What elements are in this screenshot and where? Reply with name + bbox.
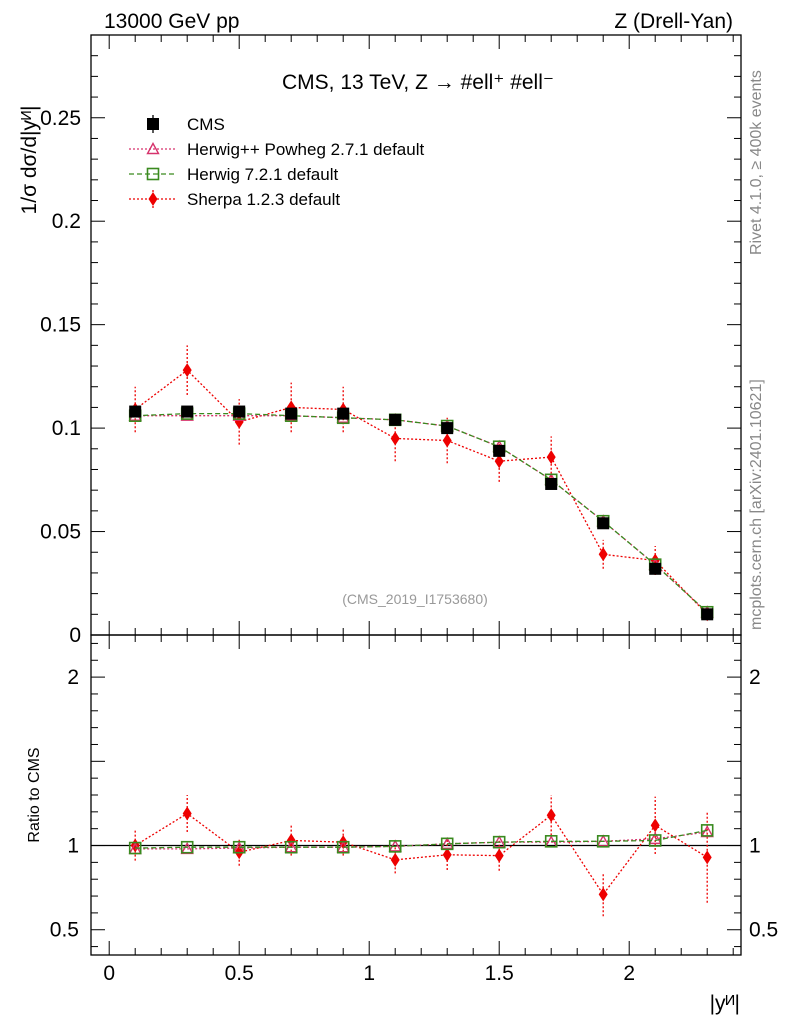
point-sherpa-1-2-3-default <box>598 547 608 562</box>
ratio-point-sherpa-1-2-3-default <box>598 887 608 902</box>
ratio-point-herwig-7-2-1-default <box>492 835 506 849</box>
ratio-point-herwig-powheg-2-7-1-default <box>648 831 662 844</box>
ratio-point-sherpa-1-2-3-default <box>546 808 556 823</box>
legend: CMS Herwig++ Powheg 2.7.1 default Herwig 7… <box>129 115 424 209</box>
ratio-point-herwig-7-2-1-default <box>700 824 714 837</box>
y-tick-label: 0.2 <box>52 210 81 233</box>
ratio-tick-label: 1 <box>67 835 79 858</box>
x-axis-label: |yᴻ| <box>710 992 740 1015</box>
x-tick-label: 1 <box>363 962 375 985</box>
legend-label-herwig-powheg-2-7-1-default: Herwig++ Powheg 2.7.1 default <box>187 140 424 159</box>
point-sherpa-1-2-3-default <box>182 363 192 378</box>
legend-marker-herwig-powheg-2-7-1-default <box>146 142 160 155</box>
ratio-point-herwig-7-2-1-default <box>648 834 662 847</box>
x-tick-label: 0.5 <box>225 962 254 985</box>
point-cms <box>545 477 558 490</box>
chart-title: CMS, 13 TeV, Z → #ell⁺ #ell⁻ <box>282 71 554 94</box>
point-cms <box>389 413 402 426</box>
ratio-tick-label-right: 0.5 <box>749 919 778 942</box>
x-tick-label: 1.5 <box>485 962 514 985</box>
y-axis-label: 1/σ dσ/d|yᴻ| <box>18 106 41 215</box>
series-line-sherpa-1-2-3-default <box>134 369 708 615</box>
main-marks <box>128 345 714 622</box>
y-tick-label: 0.1 <box>52 417 81 440</box>
ratio-point-herwig-7-2-1-default <box>128 841 142 855</box>
rivet-note: Rivet 4.1.0, ≥ 400k events <box>748 70 765 255</box>
ratio-point-herwig-7-2-1-default <box>336 840 350 854</box>
series-line-herwig-7-2-1-default <box>135 412 708 613</box>
ratio-point-sherpa-1-2-3-default <box>390 852 400 867</box>
ratio-point-sherpa-1-2-3-default <box>650 818 660 833</box>
ratio-tick-label-right: 1 <box>749 835 761 858</box>
y-tick-label: 0.05 <box>40 521 81 544</box>
ratio-tick-label: 0.5 <box>50 919 79 942</box>
ratio-point-herwig-7-2-1-default <box>284 840 298 854</box>
ratio-line-sherpa-1-2-3-default <box>134 812 708 896</box>
ratio-marks <box>128 795 714 917</box>
ratio-point-herwig-7-2-1-default <box>596 835 610 848</box>
legend-marker-cms <box>147 118 159 130</box>
ratio-line-herwig-7-2-1-default <box>135 829 708 849</box>
point-cms <box>285 407 298 420</box>
point-sherpa-1-2-3-default <box>494 454 504 469</box>
ratio-frame <box>90 634 742 956</box>
ratio-point-herwig-7-2-1-default <box>544 835 558 848</box>
ratio-point-herwig-7-2-1-default <box>440 837 454 851</box>
point-cms <box>337 407 350 420</box>
legend-marker-herwig-7-2-1-default <box>146 167 160 181</box>
y-tick-label: 0.25 <box>40 107 81 130</box>
header-left: 13000 GeV pp <box>104 10 239 33</box>
ratio-point-herwig-7-2-1-default <box>180 840 194 854</box>
watermark: (CMS_2019_I1753680) <box>342 591 488 607</box>
series-line-herwig-powheg-2-7-1-default <box>135 415 708 613</box>
legend-label-cms: CMS <box>187 115 225 134</box>
ratio-line-herwig-powheg-2-7-1-default <box>135 831 708 850</box>
point-cms <box>233 405 246 418</box>
y-tick-label: 0.15 <box>40 314 81 337</box>
point-cms <box>441 422 454 435</box>
ratio-point-herwig-7-2-1-default <box>232 840 246 854</box>
point-cms <box>649 562 662 575</box>
point-cms <box>181 405 194 418</box>
point-cms <box>493 444 506 457</box>
legend-marker-sherpa-1-2-3-default <box>148 192 158 206</box>
x-tick-label: 2 <box>623 962 635 985</box>
ratio-point-sherpa-1-2-3-default <box>182 806 192 821</box>
x-tick-label: 0 <box>103 962 115 985</box>
point-sherpa-1-2-3-default <box>546 450 556 465</box>
ratio-point-herwig-7-2-1-default <box>388 840 402 853</box>
mcplots-note: mcplots.cern.ch [arXiv:2401.10621] <box>748 379 765 630</box>
ratio-point-sherpa-1-2-3-default <box>494 848 504 863</box>
ratio-point-sherpa-1-2-3-default <box>442 847 452 862</box>
y-tick-label: 0 <box>69 624 81 647</box>
point-cms <box>129 405 142 418</box>
header-right: Z (Drell-Yan) <box>614 10 733 33</box>
legend-label-herwig-7-2-1-default: Herwig 7.2.1 default <box>187 165 338 184</box>
ratio-tick-label-right: 2 <box>749 666 761 689</box>
legend-label-sherpa-1-2-3-default: Sherpa 1.2.3 default <box>187 190 340 209</box>
point-cms <box>597 517 610 530</box>
ratio-tick-label: 2 <box>67 666 79 689</box>
point-sherpa-1-2-3-default <box>390 431 400 446</box>
ratio-point-sherpa-1-2-3-default <box>702 850 712 865</box>
point-sherpa-1-2-3-default <box>442 433 452 448</box>
ratio-axis-label: Ratio to CMS <box>26 747 43 842</box>
point-cms <box>701 608 714 621</box>
